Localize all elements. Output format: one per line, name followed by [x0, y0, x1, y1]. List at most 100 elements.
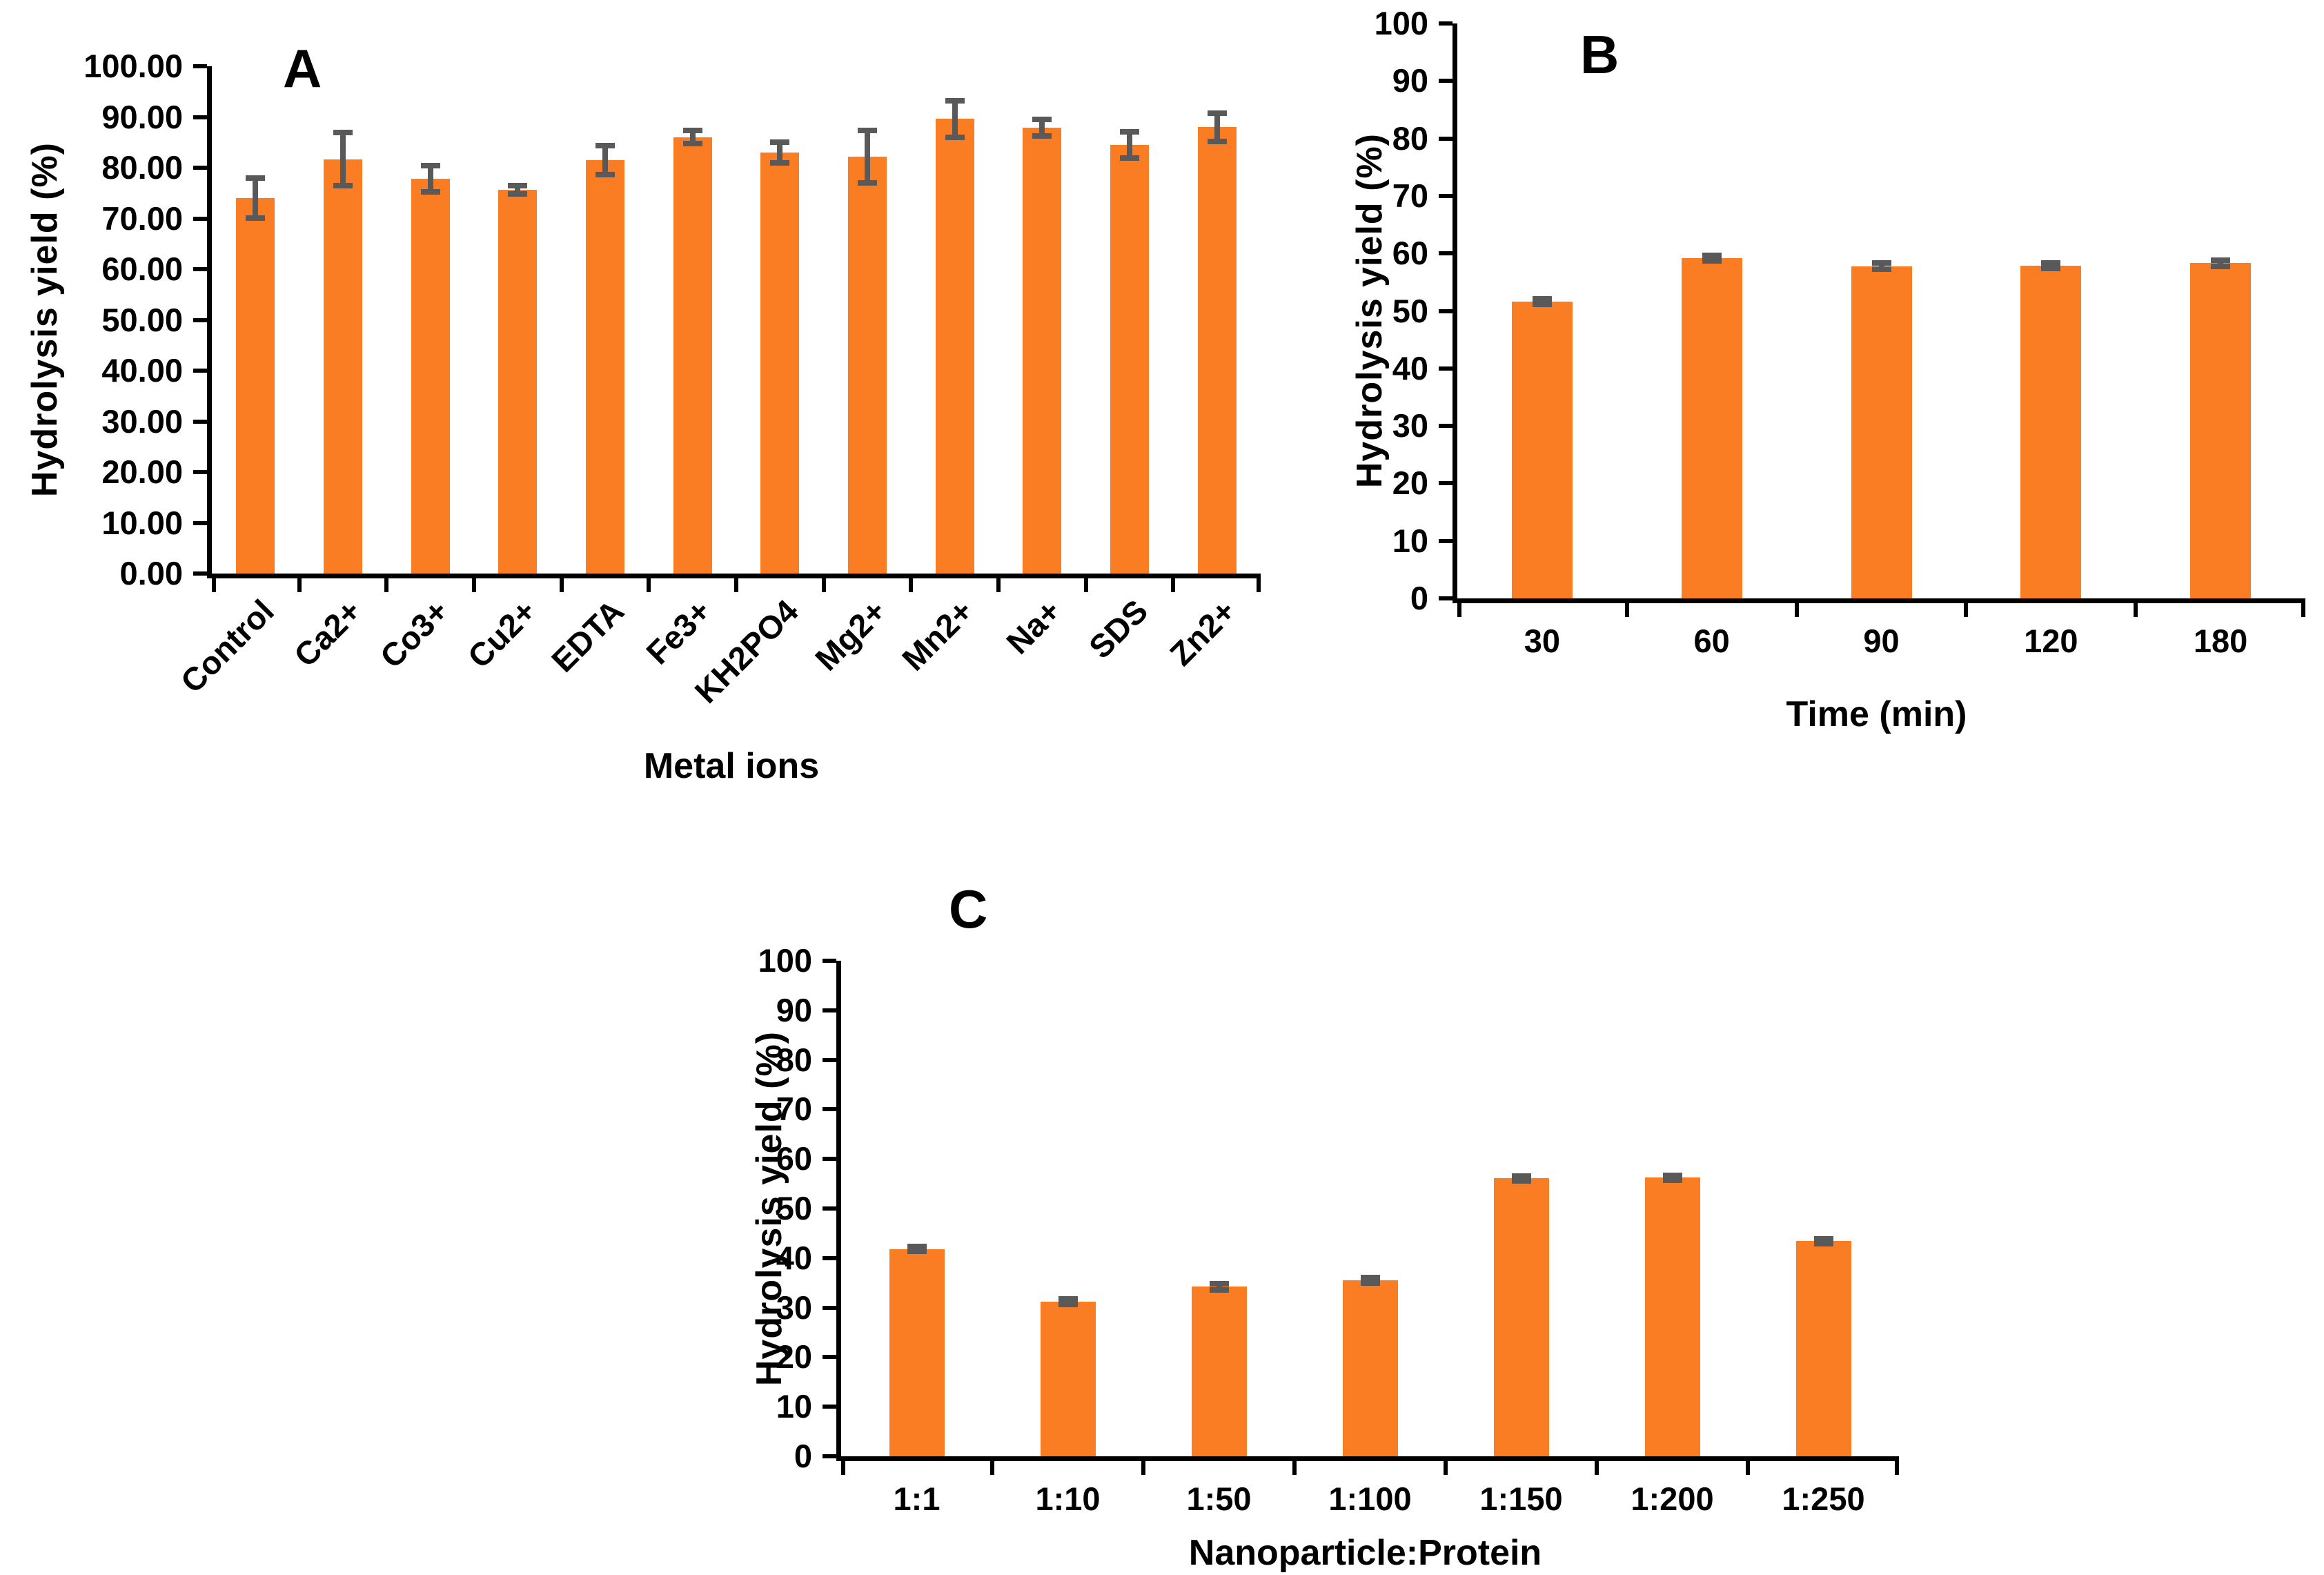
x-axis-tick: [384, 578, 389, 592]
error-bar-cap: [2041, 265, 2061, 271]
error-bar-cap: [1813, 1235, 1833, 1242]
y-axis-tick: [823, 1008, 836, 1012]
y-axis-tick: [193, 64, 207, 68]
y-axis-tick: [823, 1355, 836, 1360]
error-bar-cap: [1058, 1301, 1078, 1307]
y-tick-label: 30: [1392, 407, 1428, 444]
error-bar-cap: [420, 189, 440, 195]
bar-1:1: [889, 1249, 945, 1456]
bar-KH2PO4: [760, 152, 800, 574]
x-category-label: 30: [1524, 623, 1561, 659]
x-category-label: 1:250: [1782, 1480, 1865, 1517]
x-category-label: SDS: [1081, 592, 1155, 666]
error-bar-cap: [595, 171, 615, 177]
bar-Na+: [1023, 127, 1062, 574]
error-bar-cap: [1702, 252, 1722, 258]
panel-B: B Hydrolysis yield (%) 0 10 20 30 40 50 60 70 80…: [1339, 5, 2324, 766]
error-bar: [1708, 255, 1715, 262]
error-bar-cap: [1360, 1274, 1380, 1280]
y-axis-tick: [193, 419, 207, 424]
x-category-label: 120: [2024, 623, 2078, 659]
error-bar: [2048, 262, 2054, 268]
bar-Co3+: [411, 179, 450, 574]
error-bar: [340, 133, 346, 186]
error-bar: [689, 130, 696, 144]
error-bar-cap: [1662, 1177, 1682, 1184]
error-bar-cap: [858, 127, 877, 133]
x-category-label: 90: [1863, 623, 1900, 659]
y-tick-label: 50: [1392, 292, 1428, 329]
bar-1:250: [1795, 1241, 1851, 1456]
error-bar-cap: [682, 141, 702, 147]
y-axis-tick: [823, 1255, 836, 1260]
x-axis-tick: [1794, 603, 1799, 617]
bar-Cu2+: [498, 190, 538, 574]
x-category-label: Mg2+: [807, 592, 893, 678]
x-category-label: 1:200: [1631, 1480, 1714, 1517]
error-bar-cap: [1532, 302, 1552, 308]
y-axis-tick: [1439, 538, 1452, 543]
x-axis-tick: [472, 578, 476, 592]
error-bar: [253, 178, 259, 218]
y-axis-tick: [1439, 366, 1452, 371]
error-bar-cap: [2211, 257, 2231, 264]
x-axis-tick: [647, 578, 651, 592]
y-tick-label: 20: [776, 1338, 812, 1376]
panel-B-letter: B: [1580, 24, 1619, 85]
y-axis-tick: [1439, 424, 1452, 429]
x-axis-tick: [996, 578, 1001, 592]
x-category-label: Na+: [998, 592, 1068, 661]
y-axis-tick: [823, 1057, 836, 1062]
y-tick-label: 10: [776, 1388, 812, 1425]
y-axis-tick: [1439, 21, 1452, 26]
y-tick-label: 20.00: [101, 453, 183, 490]
error-bar-cap: [1813, 1240, 1833, 1246]
error-bar: [1367, 1277, 1373, 1284]
y-axis-tick: [193, 571, 207, 576]
y-axis-tick: [193, 470, 207, 474]
x-category-label: 180: [2193, 623, 2248, 659]
x-axis-tick: [1964, 603, 1969, 617]
error-bar: [2218, 260, 2224, 266]
bar-1:100: [1342, 1280, 1398, 1456]
y-axis-tick: [823, 1157, 836, 1162]
y-axis-tick: [193, 317, 207, 322]
x-category-label: Co3+: [373, 592, 456, 675]
x-axis-tick: [821, 578, 826, 592]
bar-120: [2020, 265, 2082, 598]
x-axis-tick: [559, 578, 564, 592]
error-bar: [602, 146, 608, 175]
y-tick-label: 70.00: [101, 199, 183, 237]
panel-C: C Hydrolysis yield (%) 0 10 20 30 40 50 60 70 80…: [745, 877, 1918, 1575]
y-axis-tick: [1439, 481, 1452, 486]
panel-C-plot-area: 0 10 20 30 40 50 60 70 80 90 100 1:1 1:10 1:50 1:100 1:…: [758, 942, 1899, 1516]
y-tick-label: 30: [776, 1289, 812, 1326]
x-axis-tick: [1444, 1461, 1448, 1475]
panel-A-plot-area: 0.00 10.00 20.00 30.00 40.00 50.00 60.00 70.00 8…: [83, 48, 1261, 710]
y-axis-tick: [193, 369, 207, 373]
x-category-label: Control: [173, 592, 282, 700]
bar-Control: [236, 198, 275, 574]
panel-B-x-axis-title: Time (min): [1786, 694, 1967, 734]
x-axis-tick: [909, 578, 914, 592]
error-bar-cap: [1662, 1172, 1682, 1178]
y-axis-tick: [1439, 251, 1452, 256]
y-axis-tick: [823, 1454, 836, 1458]
error-bar-cap: [1032, 133, 1052, 139]
error-bar-cap: [1207, 110, 1227, 116]
error-bar-cap: [1209, 1287, 1229, 1293]
y-axis-tick: [193, 166, 207, 170]
error-bar: [1878, 263, 1884, 269]
error-bar-cap: [333, 130, 353, 136]
bar-90: [1851, 266, 1912, 598]
y-axis-tick: [823, 1405, 836, 1409]
x-axis-tick: [1257, 578, 1261, 592]
bar-Ca2+: [324, 159, 362, 574]
x-axis-tick: [1895, 1461, 1899, 1475]
bar-1:50: [1191, 1287, 1247, 1456]
y-tick-label: 0.00: [119, 555, 183, 591]
error-bar-cap: [1871, 260, 1891, 266]
error-bar-cap: [1871, 266, 1891, 272]
error-bar: [1127, 131, 1132, 159]
